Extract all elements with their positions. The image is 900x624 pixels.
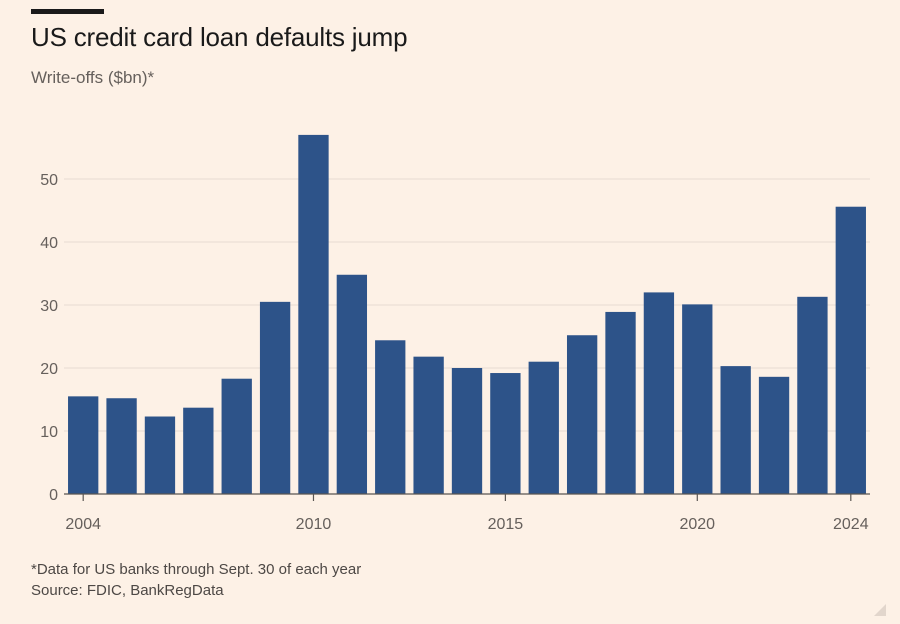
- chart-title: US credit card loan defaults jump: [31, 22, 408, 52]
- y-tick-label: 50: [40, 172, 58, 189]
- y-tick-label: 10: [40, 424, 58, 441]
- bar-2011: [336, 274, 368, 494]
- bar-2015: [490, 373, 521, 494]
- x-tick-label: 2024: [833, 516, 869, 533]
- bar-2021: [720, 366, 751, 494]
- bar-2008: [221, 378, 252, 494]
- bar-2017: [566, 335, 598, 494]
- bar-2024: [835, 206, 866, 494]
- bar-2007: [183, 407, 214, 494]
- resize-corner-icon: [874, 604, 886, 616]
- x-tick-label: 2015: [488, 516, 524, 533]
- bar-2006: [144, 416, 176, 494]
- bar-2020: [682, 304, 713, 494]
- y-tick-label: 30: [40, 298, 58, 315]
- x-tick-label: 2010: [296, 516, 332, 533]
- bar-2009: [259, 301, 291, 494]
- bar-2012: [375, 340, 406, 494]
- x-axis: 2004 2010 2015 2020 2024: [64, 493, 870, 533]
- bar-chart: 0 10 20 30 40 50 2004 2010 2015 2020 2024: [40, 134, 870, 533]
- chart-subtitle: Write-offs ($bn)*: [31, 68, 155, 87]
- bars: [68, 134, 866, 494]
- bar-2004: [68, 396, 99, 494]
- bar-2014: [451, 368, 483, 494]
- bar-2005: [106, 398, 137, 494]
- y-tick-label: 40: [40, 235, 58, 252]
- bar-2018: [605, 311, 636, 494]
- footnote: *Data for US banks through Sept. 30 of e…: [31, 561, 362, 578]
- header-rule: [31, 9, 104, 14]
- bar-2016: [528, 361, 559, 494]
- bar-2022: [758, 376, 790, 494]
- x-tick-label: 2020: [679, 516, 715, 533]
- y-axis-ticks: 0 10 20 30 40 50: [40, 172, 58, 504]
- bar-2010: [298, 134, 329, 494]
- bar-2023: [797, 296, 828, 494]
- y-tick-label: 0: [49, 487, 58, 504]
- y-tick-label: 20: [40, 361, 58, 378]
- bar-2013: [413, 356, 444, 494]
- source-note: Source: FDIC, BankRegData: [31, 582, 224, 599]
- bar-2019: [643, 292, 675, 494]
- x-tick-label: 2004: [65, 516, 101, 533]
